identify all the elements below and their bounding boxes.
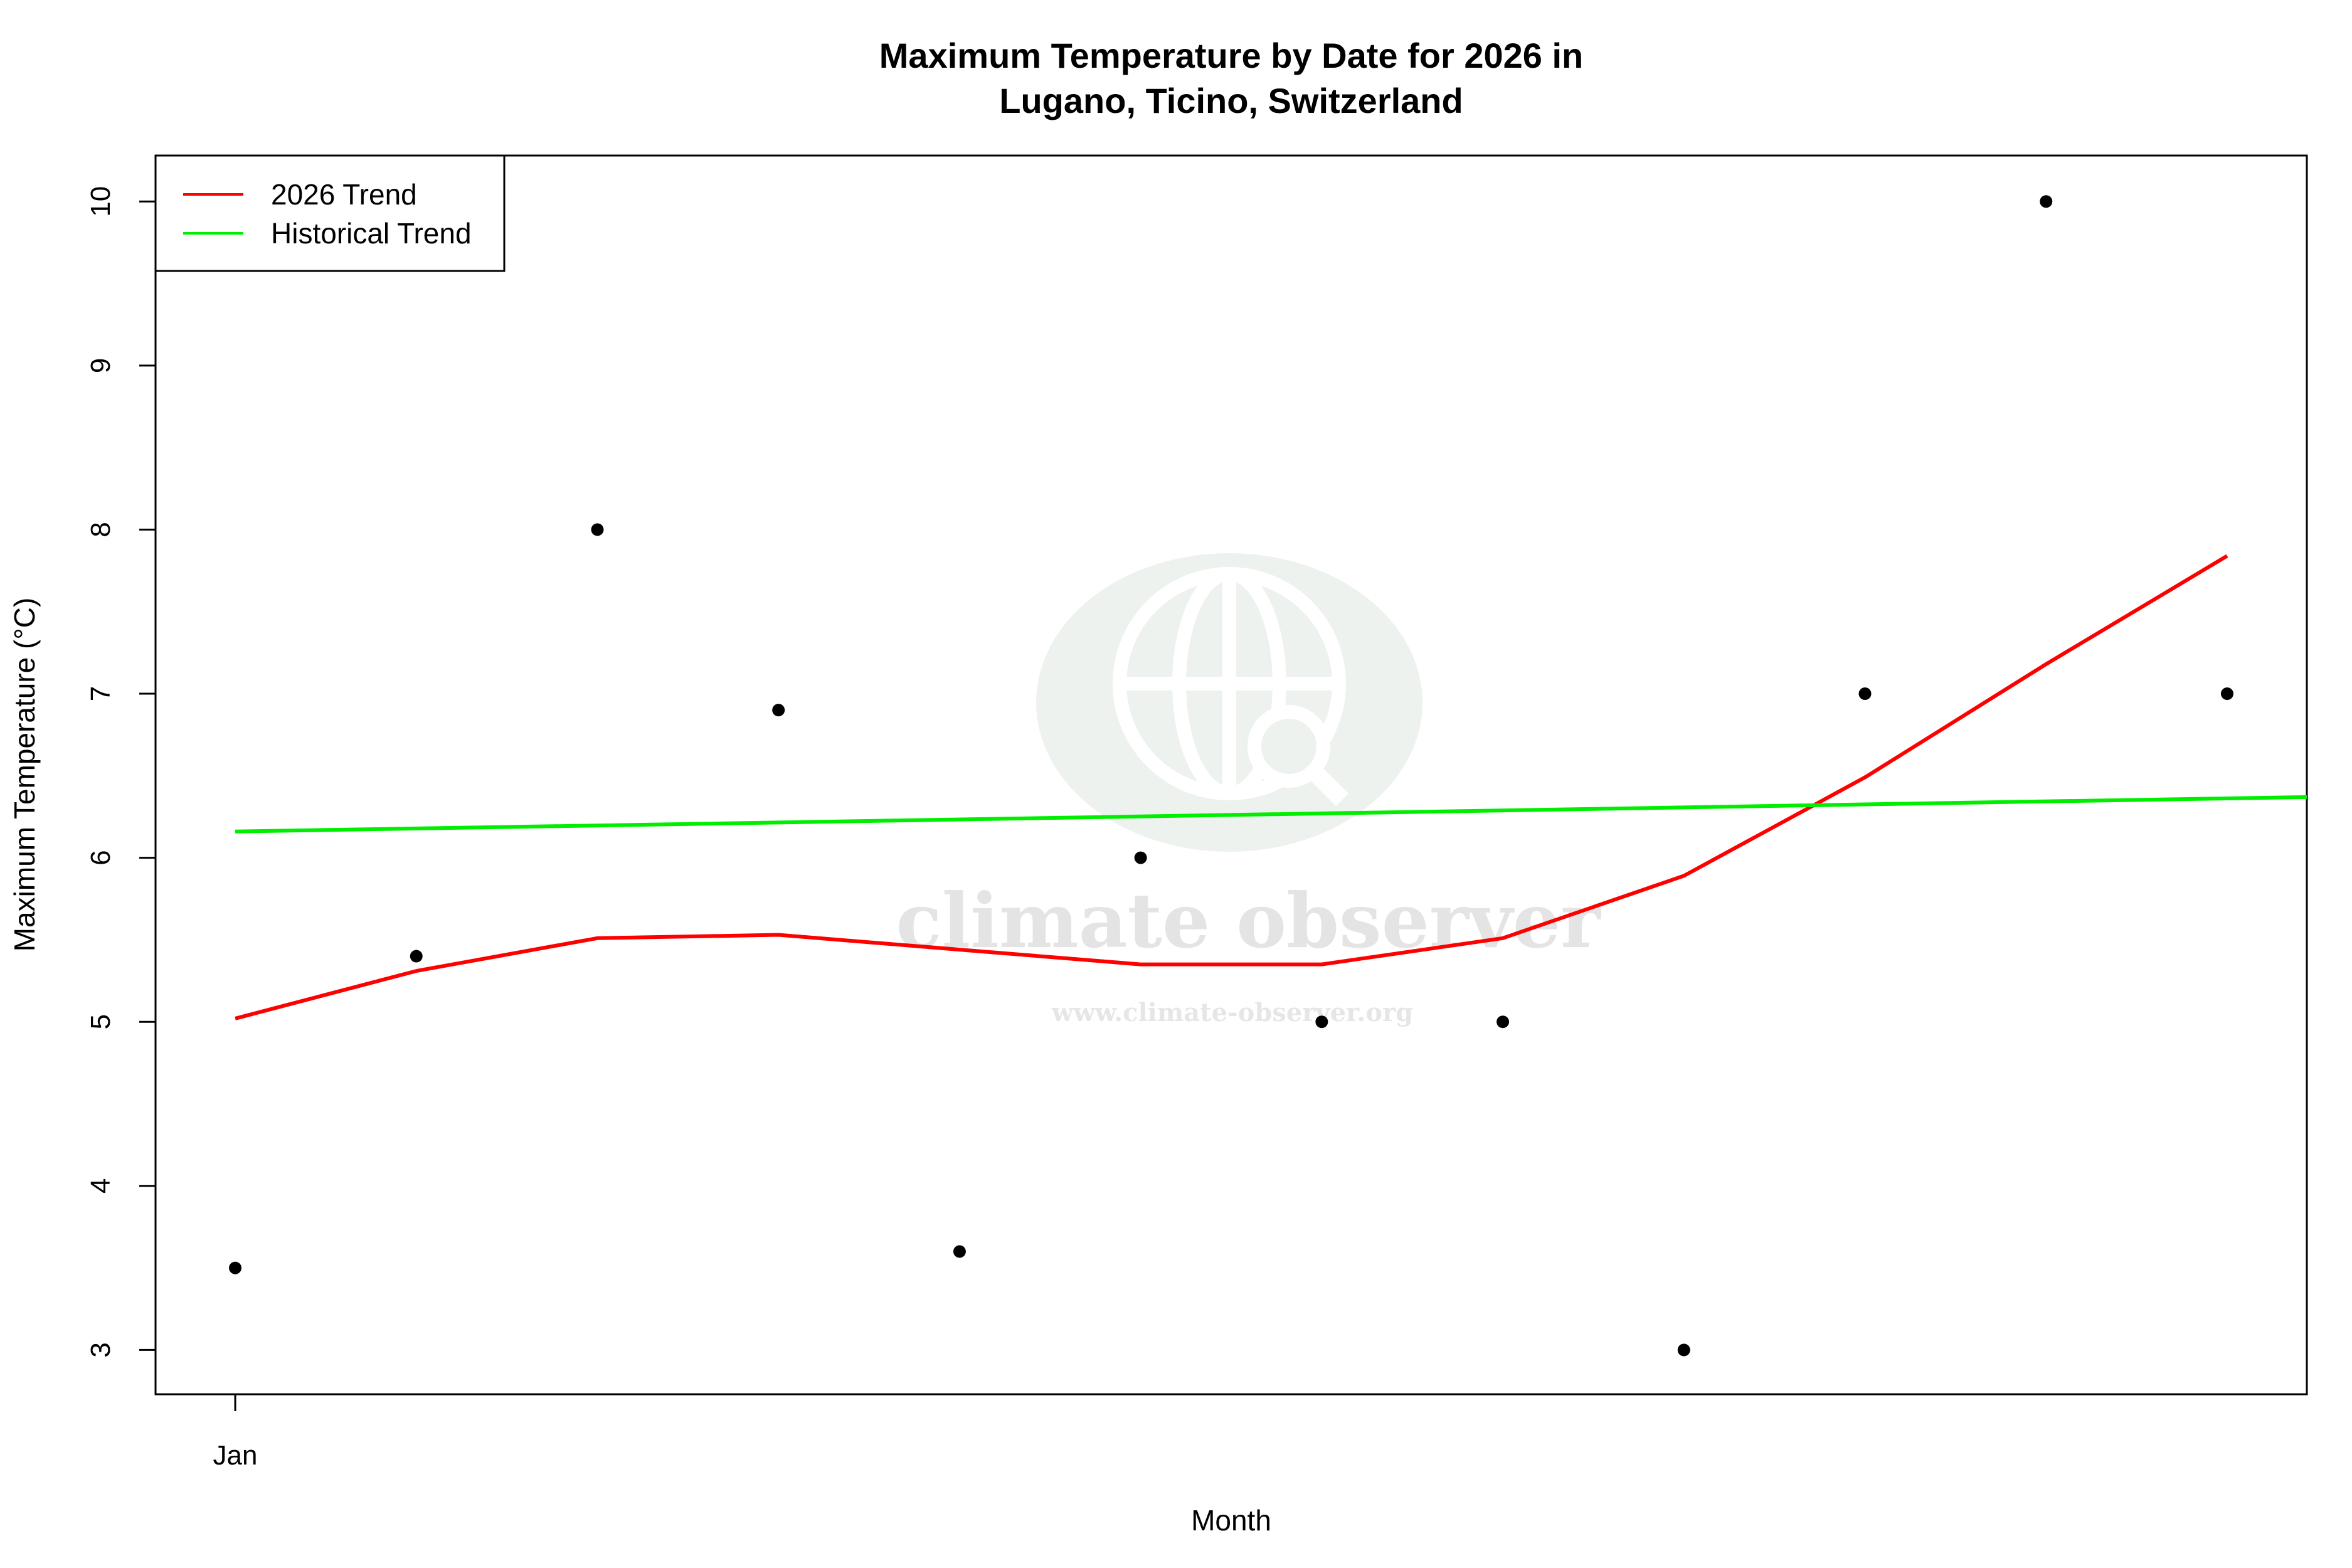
y-tick-label: 6 — [85, 850, 116, 865]
data-point — [953, 1245, 966, 1258]
data-point — [2040, 195, 2053, 208]
legend-box — [154, 154, 506, 272]
y-tick-label: 10 — [85, 186, 116, 217]
data-point — [1134, 851, 1147, 864]
data-point — [410, 950, 423, 963]
y-tick-label: 3 — [85, 1342, 116, 1357]
x-axis-label: Month — [1191, 1504, 1271, 1537]
y-axis: 3 4 5 6 7 8 9 10 — [85, 186, 157, 1358]
watermark: climate observer www.climate-observer.or… — [896, 553, 1602, 1027]
legend-label: 2026 Trend — [271, 178, 417, 211]
data-point — [1315, 1015, 1328, 1029]
data-point — [772, 704, 785, 717]
y-tick-label: 7 — [85, 686, 116, 701]
legend-label: Historical Trend — [271, 217, 472, 250]
watermark-brand: climate observer — [896, 877, 1602, 965]
points-layer — [229, 195, 2233, 1357]
y-tick-label: 5 — [85, 1014, 116, 1029]
data-point — [1858, 687, 1872, 701]
chart-title-line2: Lugano, Ticino, Switzerland — [999, 81, 1463, 120]
series-line-0 — [235, 554, 2228, 1020]
data-point — [229, 1261, 242, 1274]
data-point — [2220, 687, 2233, 701]
x-tick-label: Jan — [213, 1440, 258, 1471]
x-axis: Jan — [213, 1394, 258, 1471]
data-point — [591, 523, 604, 536]
globe-search-icon — [1113, 567, 1348, 806]
y-tick-label: 9 — [85, 358, 116, 373]
watermark-url: www.climate-observer.org — [1051, 998, 1413, 1027]
y-tick-label: 8 — [85, 522, 116, 537]
data-point — [1677, 1343, 1690, 1357]
series-line-1 — [235, 795, 2307, 834]
legend: 2026 Trend Historical Trend — [154, 154, 506, 272]
y-tick-label: 4 — [85, 1179, 116, 1194]
series-layer — [235, 554, 2307, 1020]
data-point — [1496, 1015, 1510, 1029]
y-axis-label: Maximum Temperature (°C) — [8, 598, 41, 952]
chart-title-line1: Maximum Temperature by Date for 2026 in — [879, 36, 1583, 75]
